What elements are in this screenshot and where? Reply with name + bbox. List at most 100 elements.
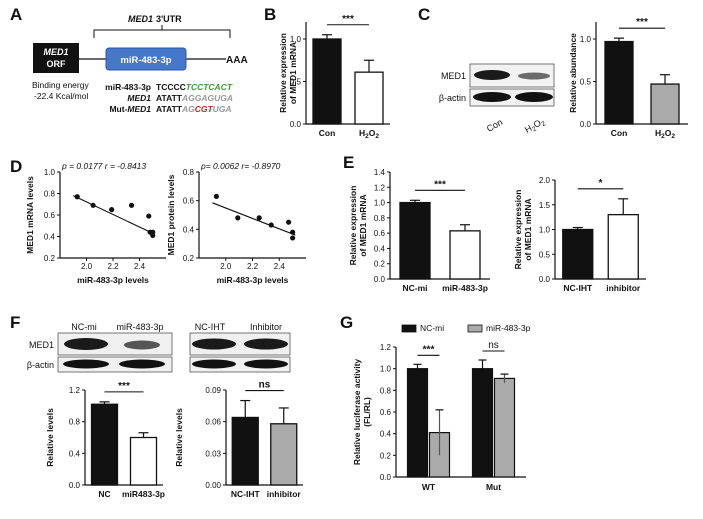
point-D1-7 — [150, 229, 156, 235]
ylabel-B-line1: Relative expression — [278, 33, 288, 113]
ytick-label-D1-3: 0.8 — [44, 190, 56, 199]
blot-f1-med1-band-nc — [64, 338, 108, 350]
panel-label-e: E — [343, 153, 354, 172]
point-D2-1 — [235, 215, 241, 221]
chart-E1: 0.0 0.2 0.4 0.6 0.8 1.0 1.2 1.4 Relative express… — [348, 168, 490, 293]
utr-gene: MED1 — [128, 14, 153, 24]
utr-bracket — [93, 29, 231, 38]
point-D2-5 — [290, 229, 296, 235]
blot-c-actin-band-con — [473, 92, 511, 102]
point-D1-2 — [109, 207, 115, 213]
ytick-label-D2-3: 0.8 — [183, 168, 195, 177]
blot-f2-med1-band-nc — [192, 338, 236, 350]
blot-f1-lane-mir: miR-483-3p — [116, 322, 163, 332]
bar-C-1 — [650, 83, 680, 125]
point-D2-4 — [286, 219, 292, 225]
ytick-label-F2-3: 0.09 — [205, 386, 221, 395]
chart-F1: 0.0 0.4 0.8 1.2 Relative levels NC miR483-3p **… — [45, 381, 165, 499]
ytick-label-D1-0: 0.2 — [44, 254, 56, 263]
ylabel-C: Relative abundance — [568, 33, 578, 113]
legend-swatch-0 — [401, 324, 417, 333]
ytick-label-D1-1: 0.4 — [44, 233, 56, 242]
xcat-G-0: WT — [422, 482, 436, 492]
ylabel-D1: MED1 mRNA levels — [25, 176, 35, 254]
point-D2-2 — [256, 215, 262, 221]
fit-line-D2 — [212, 202, 296, 236]
legend-swatch-1 — [467, 324, 483, 333]
blot-f1-actin-band-mir — [119, 359, 165, 369]
ytick-label-E1-2: 0.4 — [374, 244, 386, 253]
chart-D1: 0.2 0.4 0.6 0.8 1.0 2.0 2.2 2.4 miR-483-3p level… — [25, 161, 166, 285]
xcat-F2-0: NC-IHT — [231, 489, 261, 499]
ytick-label-G-5: 1.0 — [380, 365, 392, 374]
xcat-F1-1: miR483-3p — [122, 489, 165, 499]
panel-f-blot: MED1 β-actin NC-mi miR-483-3p NC-IHT Inh… — [27, 322, 291, 373]
blot-f-label-med1: MED1 — [29, 340, 54, 350]
ytick-label-C-0: 0.0 — [580, 120, 592, 129]
ytick-label-G-2: 0.4 — [380, 430, 392, 439]
bar-G-0-1 — [471, 368, 494, 478]
ytick-label-B-1: 0.5 — [290, 78, 302, 87]
ytick-label-E2-0: 0.0 — [539, 275, 551, 284]
blot-f2-actin-band-nc — [192, 359, 236, 369]
mut-gene: MED1 — [127, 104, 151, 114]
bar-G-1-1 — [493, 377, 516, 478]
bar-B-1 — [354, 71, 384, 125]
xtick-label-D1-2: 2.4 — [134, 262, 146, 271]
xcat-B-0: Con — [319, 128, 336, 138]
xtick-label-D1-0: 2.0 — [81, 262, 93, 271]
ylabel-E1-line1: Relative expression — [348, 186, 358, 266]
utr-title-text: 3'UTR — [156, 14, 182, 24]
ytick-label-C-2: 1.0 — [580, 35, 592, 44]
xtick-label-D2-2: 2.4 — [274, 262, 286, 271]
xcat-C-1: H2O2 — [655, 128, 675, 140]
blot-c-lane-h2o2: H2O2 — [523, 116, 547, 137]
ylabel-E2-line2: of MED1 mRNA — [523, 198, 533, 260]
bar-E1-0 — [399, 201, 431, 280]
ytick-label-F1-1: 0.4 — [69, 449, 81, 458]
blot-f1-med1-band-mir — [124, 340, 160, 350]
bar-B-0 — [312, 38, 342, 125]
ytick-label-G-0: 0.0 — [380, 473, 392, 482]
xtick-label-D1-1: 2.2 — [107, 262, 119, 271]
ytick-label-D1-2: 0.6 — [44, 211, 56, 220]
bar-F1-1 — [129, 436, 158, 486]
sig-label-G-1: ns — [488, 340, 499, 351]
ytick-label-F2-2: 0.06 — [205, 418, 221, 427]
mirna-label: miR-483-3p — [120, 55, 171, 66]
chart-F2: 0.00 0.03 0.06 0.09 Relative levels NC-IHT inh… — [174, 380, 303, 499]
bar-E1-1 — [449, 230, 481, 280]
chart-G: 0.0 0.2 0.4 0.6 0.8 1.0 1.2 Relative luciferase… — [352, 323, 531, 492]
xlabel-D2: miR-483-3p levels — [217, 275, 289, 285]
chart-E2: 0.0 0.5 1.0 1.5 2.0 Relative expression of MED… — [513, 176, 646, 293]
blot-f2-lane-inh: Inhibitor — [250, 322, 282, 332]
xcat-F2-1: inhibitor — [267, 489, 302, 499]
panel-label-d: D — [10, 157, 22, 176]
ytick-label-F1-3: 1.2 — [69, 386, 81, 395]
blot-f2-lane-nc: NC-IHT — [195, 322, 226, 332]
blot-c-lane-con: Con — [485, 117, 504, 134]
blot-c-med1-band-con — [474, 70, 510, 80]
mut-prefix: Mut- — [109, 104, 127, 114]
binding-energy-value: -22.4 Kcal/mol — [34, 91, 88, 101]
seq-mut-c: UGA — [213, 104, 232, 114]
seq-row-med1-label: MED1 — [127, 93, 151, 103]
xlabel-D1: miR-483-3p levels — [77, 275, 149, 285]
point-D1-3 — [128, 202, 135, 208]
blot-f2-actin-band-inh — [244, 359, 288, 369]
ytick-label-G-3: 0.6 — [380, 408, 392, 417]
blot-f-label-actin: β-actin — [27, 360, 54, 370]
ytick-label-E1-0: 0.0 — [374, 275, 386, 284]
ytick-label-E1-5: 1.0 — [374, 199, 386, 208]
panel-label-b: B — [264, 5, 276, 24]
ytick-label-F1-2: 0.8 — [69, 418, 81, 427]
ylabel-E1-line2: of MED1 mRNA — [358, 194, 368, 256]
ytick-label-E1-4: 0.8 — [374, 214, 386, 223]
ytick-label-F1-0: 0.0 — [69, 481, 81, 490]
blot-c-label-actin: β-actin — [439, 93, 466, 103]
xcat-E2-0: NC-IHT — [563, 283, 593, 293]
seq-med1-color: AGGAGUGA — [181, 93, 233, 103]
ylabel-D2: MED1 protein levels — [166, 174, 176, 255]
